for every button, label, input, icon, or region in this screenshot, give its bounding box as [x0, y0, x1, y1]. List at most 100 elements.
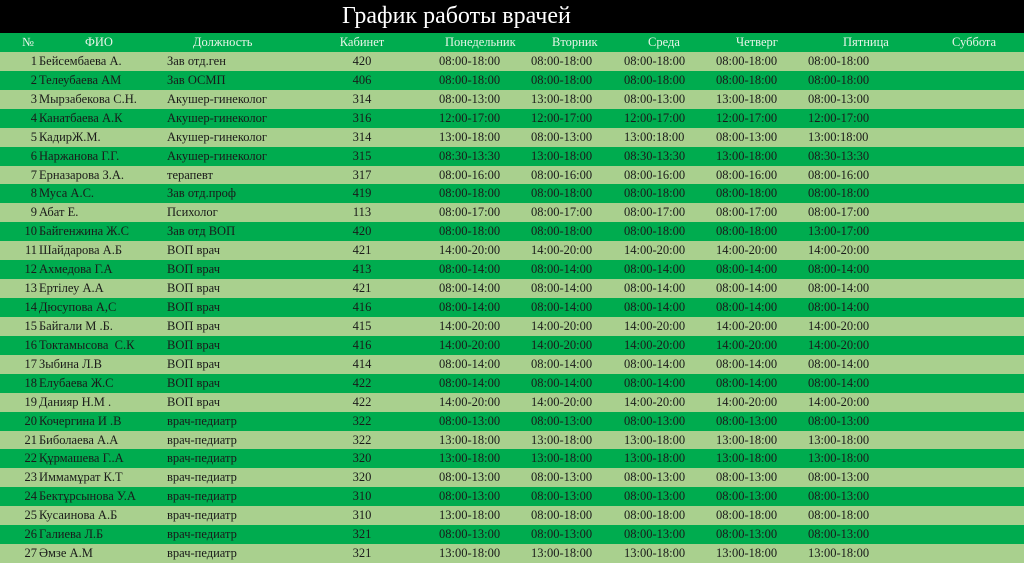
- table-row: 19 Данияр Н.М . ВОП врач 422 14:00-20:00 14:0…: [0, 392, 1024, 412]
- monday-hours: 08:30-13:30: [439, 148, 501, 163]
- thursday-hours: 08:00-14:00: [716, 262, 778, 277]
- cabinet: 422: [352, 394, 372, 409]
- doctor-name: Абат Е.: [39, 205, 79, 220]
- position: Психолог: [167, 205, 218, 220]
- page-title: График работы врачей: [342, 3, 571, 29]
- position: врач-педиатр: [167, 508, 237, 523]
- row-number: 13: [24, 281, 38, 296]
- table-row: 17 Зыбина Л.В ВОП врач 414 08:00-14:00 08:00-…: [0, 354, 1024, 374]
- tuesday-hours: 08:00-13:00: [531, 470, 593, 485]
- tuesday-hours: 08:00-13:00: [531, 413, 593, 428]
- tuesday-hours: 08:00-13:00: [531, 527, 593, 542]
- doctor-name: Кочергина И .В: [39, 413, 122, 428]
- friday-hours: 08:00-13:00: [808, 527, 870, 542]
- wednesday-hours: 08:00-13:00: [624, 470, 686, 485]
- doctor-name: Биболаева А.А: [39, 432, 119, 447]
- doctor-name: Шайдарова А.Б: [39, 243, 122, 258]
- table-row: 24 Бектұрсынова У.А врач-педиатр 310 08:00-1…: [0, 487, 1024, 507]
- thursday-hours: 08:00-18:00: [716, 224, 778, 239]
- tuesday-hours: 08:00-16:00: [531, 167, 593, 182]
- wednesday-hours: 14:00-20:00: [624, 318, 686, 333]
- table-row: 21 Биболаева А.А врач-педиатр 322 13:00-18:0…: [0, 430, 1024, 450]
- doctor-name: Дюсупова А,С: [39, 300, 117, 315]
- tuesday-hours: 13:00-18:00: [531, 91, 593, 106]
- cabinet: 414: [352, 356, 372, 371]
- row-number: 9: [30, 205, 37, 220]
- row-number: 17: [24, 356, 38, 371]
- position: Зав ОСМП: [167, 72, 226, 87]
- row-number: 22: [24, 451, 38, 466]
- friday-hours: 08:00-13:00: [808, 413, 870, 428]
- thursday-hours: 13:00-18:00: [716, 451, 778, 466]
- cabinet: 406: [352, 72, 372, 87]
- doctor-name: Галиева Л.Б: [39, 527, 104, 542]
- thursday-hours: 08:00-14:00: [716, 281, 778, 296]
- doctor-name: Токтамысова С.К: [39, 337, 135, 352]
- thursday-hours: 13:00-18:00: [716, 91, 778, 106]
- row-number: 6: [30, 148, 37, 163]
- wednesday-hours: 08:00-13:00: [624, 527, 686, 542]
- table-row: 15 Байгали М .Б. ВОП врач 415 14:00-20:00 14:…: [0, 316, 1024, 336]
- row-number: 21: [24, 432, 38, 447]
- monday-hours: 14:00-20:00: [439, 337, 501, 352]
- tuesday-hours: 08:00-14:00: [531, 300, 593, 315]
- row-number: 14: [24, 300, 38, 315]
- cabinet: 320: [352, 470, 372, 485]
- row-number: 18: [24, 375, 38, 390]
- monday-hours: 13:00-18:00: [439, 546, 501, 561]
- doctor-name: Ертілеу А.А: [39, 281, 104, 296]
- row-number: 23: [24, 470, 38, 485]
- cabinet: 321: [352, 546, 372, 561]
- row-number: 24: [24, 489, 38, 504]
- position: терапевт: [167, 167, 213, 182]
- doctor-name: Байгенжина Ж.С: [39, 224, 129, 239]
- cabinet: 321: [352, 527, 372, 542]
- friday-hours: 14:00-20:00: [808, 337, 870, 352]
- friday-hours: 14:00-20:00: [808, 394, 870, 409]
- doctor-name: Кусаинова А.Б: [39, 508, 118, 523]
- friday-hours: 08:00-13:00: [808, 489, 870, 504]
- thursday-hours: 13:00-18:00: [716, 546, 778, 561]
- thursday-hours: 08:00-14:00: [716, 375, 778, 390]
- position: Акушер-гинеколог: [167, 91, 267, 106]
- thursday-hours: 08:00-14:00: [716, 300, 778, 315]
- row-number: 12: [24, 262, 38, 277]
- tuesday-hours: 08:00-18:00: [531, 54, 593, 68]
- position: Акушер-гинеколог: [167, 129, 267, 144]
- wednesday-hours: 08:00-13:00: [624, 91, 686, 106]
- tuesday-hours: 08:00-14:00: [531, 281, 593, 296]
- position: врач-педиатр: [167, 413, 237, 428]
- row-number: 11: [24, 243, 37, 258]
- friday-hours: 08:00-14:00: [808, 375, 870, 390]
- row-number: 8: [30, 186, 37, 201]
- wednesday-hours: 08:00-17:00: [624, 205, 686, 220]
- monday-hours: 08:00-18:00: [439, 54, 501, 68]
- tuesday-hours: 13:00-18:00: [531, 451, 593, 466]
- thursday-hours: 13:00-18:00: [716, 432, 778, 447]
- monday-hours: 08:00-13:00: [439, 489, 501, 504]
- thursday-hours: 08:00-17:00: [716, 205, 778, 220]
- wednesday-hours: 08:00-14:00: [624, 375, 686, 390]
- monday-hours: 12:00-17:00: [439, 110, 501, 125]
- table-row: 4 Канатбаева А.К Акушер-гинеколог 316 12:00-…: [0, 108, 1024, 128]
- title-bar: График работы врачей: [0, 0, 1024, 33]
- cabinet: 420: [352, 54, 372, 68]
- tuesday-hours: 14:00-20:00: [531, 337, 593, 352]
- doctor-name: Муса А.С.: [39, 186, 95, 201]
- monday-hours: 13:00-18:00: [439, 451, 501, 466]
- row-number: 5: [30, 129, 37, 144]
- position: ВОП врач: [167, 394, 221, 409]
- cabinet: 421: [352, 243, 372, 258]
- tuesday-hours: 13:00-18:00: [531, 546, 593, 561]
- monday-hours: 13:00-18:00: [439, 508, 501, 523]
- position: Зав отд.проф: [167, 186, 236, 201]
- thursday-hours: 08:00-13:00: [716, 470, 778, 485]
- position: ВОП врач: [167, 281, 221, 296]
- thursday-hours: 08:00-13:00: [716, 129, 778, 144]
- doctor-name: Данияр Н.М .: [39, 394, 112, 409]
- cabinet: 317: [352, 167, 372, 182]
- table-row: 2 Телеубаева АМ Зав ОСМП 406 08:00-18:00 08:0…: [0, 70, 1024, 90]
- header-wednesday: Среда: [648, 35, 680, 49]
- row-number: 10: [24, 224, 38, 239]
- thursday-hours: 08:00-13:00: [716, 413, 778, 428]
